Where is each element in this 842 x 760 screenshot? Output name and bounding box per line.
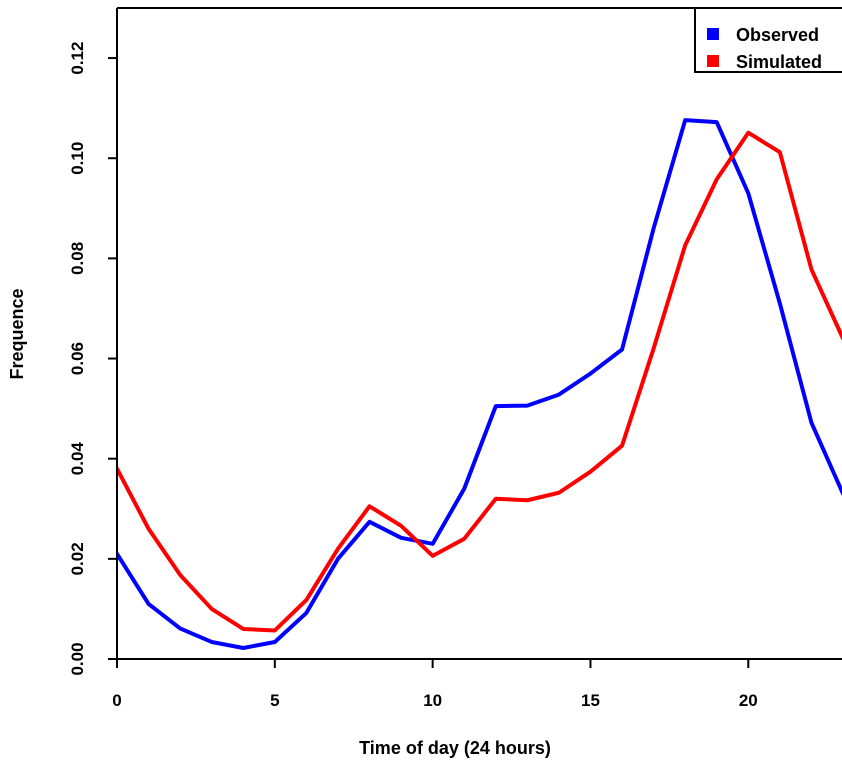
series-line-simulated [117,130,842,633]
series-layer [117,118,842,650]
data-point-observed [494,404,498,408]
legend-swatch [707,55,719,67]
legend-swatch [707,28,719,40]
data-point-simulated [588,470,592,474]
data-point-simulated [683,243,687,247]
y-tick-label: 0.10 [68,142,87,175]
data-point-simulated [557,491,561,495]
y-tick-label: 0.08 [68,242,87,275]
y-axis-title: Frequence [7,288,27,379]
data-point-observed [683,118,687,122]
data-point-simulated [178,573,182,577]
data-point-simulated [147,527,151,531]
data-point-observed [431,542,435,546]
data-point-observed [778,301,782,305]
data-point-observed [273,640,277,644]
y-tick-label: 0.00 [68,642,87,675]
data-point-simulated [652,347,656,351]
x-axis-title: Time of day (24 hours) [359,738,551,758]
data-point-simulated [778,150,782,154]
data-point-observed [462,487,466,491]
y-tick-label: 0.02 [68,542,87,575]
data-point-observed [620,348,624,352]
data-point-simulated [431,554,435,558]
legend-label: Simulated [736,52,822,72]
data-point-observed [241,646,245,650]
data-point-observed [304,611,308,615]
data-point-simulated [620,444,624,448]
x-tick-label: 5 [270,691,279,710]
y-tick-label: 0.12 [68,42,87,75]
y-tick-label: 0.06 [68,342,87,375]
y-tick-label: 0.04 [68,442,87,476]
data-point-simulated [809,267,813,271]
data-point-observed [525,404,529,408]
data-point-observed [210,640,214,644]
x-tick-label: 20 [739,691,758,710]
data-point-simulated [241,627,245,631]
data-point-observed [746,191,750,195]
data-point-observed [399,536,403,540]
data-point-simulated [304,598,308,602]
data-point-observed [557,393,561,397]
x-tick-label: 0 [112,691,121,710]
data-point-observed [178,626,182,630]
data-point-simulated [715,177,719,181]
data-point-simulated [273,628,277,632]
axes-layer: 0 5 10 15 20 0.00 0.02 0.04 0.06 0.08 0.10 0.12 Time… [7,7,842,758]
x-tick-label: 15 [581,691,600,710]
data-point-simulated [368,504,372,508]
data-point-observed [147,602,151,606]
series-line-observed [117,118,842,650]
data-point-observed [809,421,813,425]
data-point-simulated [746,131,750,135]
data-point-observed [715,120,719,124]
legend-box [694,7,842,73]
data-point-simulated [494,497,498,501]
x-tick-label: 10 [423,691,442,710]
legend: Observed Simulated [694,7,842,73]
data-point-observed [336,557,340,561]
data-point-simulated [525,498,529,502]
data-point-simulated [336,547,340,551]
data-point-observed [652,226,656,230]
data-point-observed [368,520,372,524]
data-point-simulated [210,607,214,611]
legend-label: Observed [736,25,819,45]
data-point-observed [588,372,592,376]
data-point-simulated [462,537,466,541]
data-point-simulated [399,524,403,528]
